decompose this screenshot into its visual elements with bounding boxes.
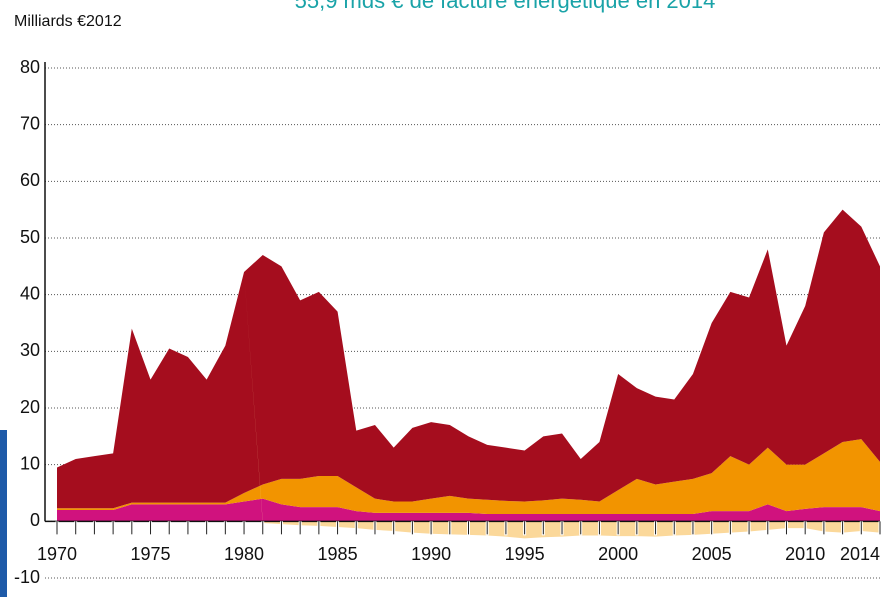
y-tick-label: 70 [20, 113, 40, 133]
y-tick-label: 60 [20, 170, 40, 190]
x-tick-label: 2005 [692, 544, 732, 564]
x-tick-label: 1975 [130, 544, 170, 564]
y-tick-label: 50 [20, 227, 40, 247]
y-tick-label: 40 [20, 283, 40, 303]
area [57, 498, 880, 522]
y-tick-label: 10 [20, 453, 40, 473]
area [57, 209, 880, 509]
x-tick-label: 1980 [224, 544, 264, 564]
x-tick-label: 1990 [411, 544, 451, 564]
y-tick-label: 20 [20, 397, 40, 417]
x-tick-label: 2014 [840, 544, 880, 564]
y-tick-label: 30 [20, 340, 40, 360]
area [57, 439, 880, 514]
y-tick-label: 0 [30, 510, 40, 530]
edge-strip [0, 430, 7, 597]
x-tick-label: 1970 [37, 544, 77, 564]
x-tick-label: 2010 [785, 544, 825, 564]
y-tick-label: 80 [20, 57, 40, 77]
x-tick-label: 2000 [598, 544, 638, 564]
x-tick-label: 1985 [318, 544, 358, 564]
x-tick-label: 1995 [505, 544, 545, 564]
chart-title: 55,9 mds € de facture énergétique en 201… [295, 0, 716, 13]
y-axis-label: Milliards €2012 [14, 13, 122, 30]
y-tick-label: -10 [14, 567, 40, 587]
